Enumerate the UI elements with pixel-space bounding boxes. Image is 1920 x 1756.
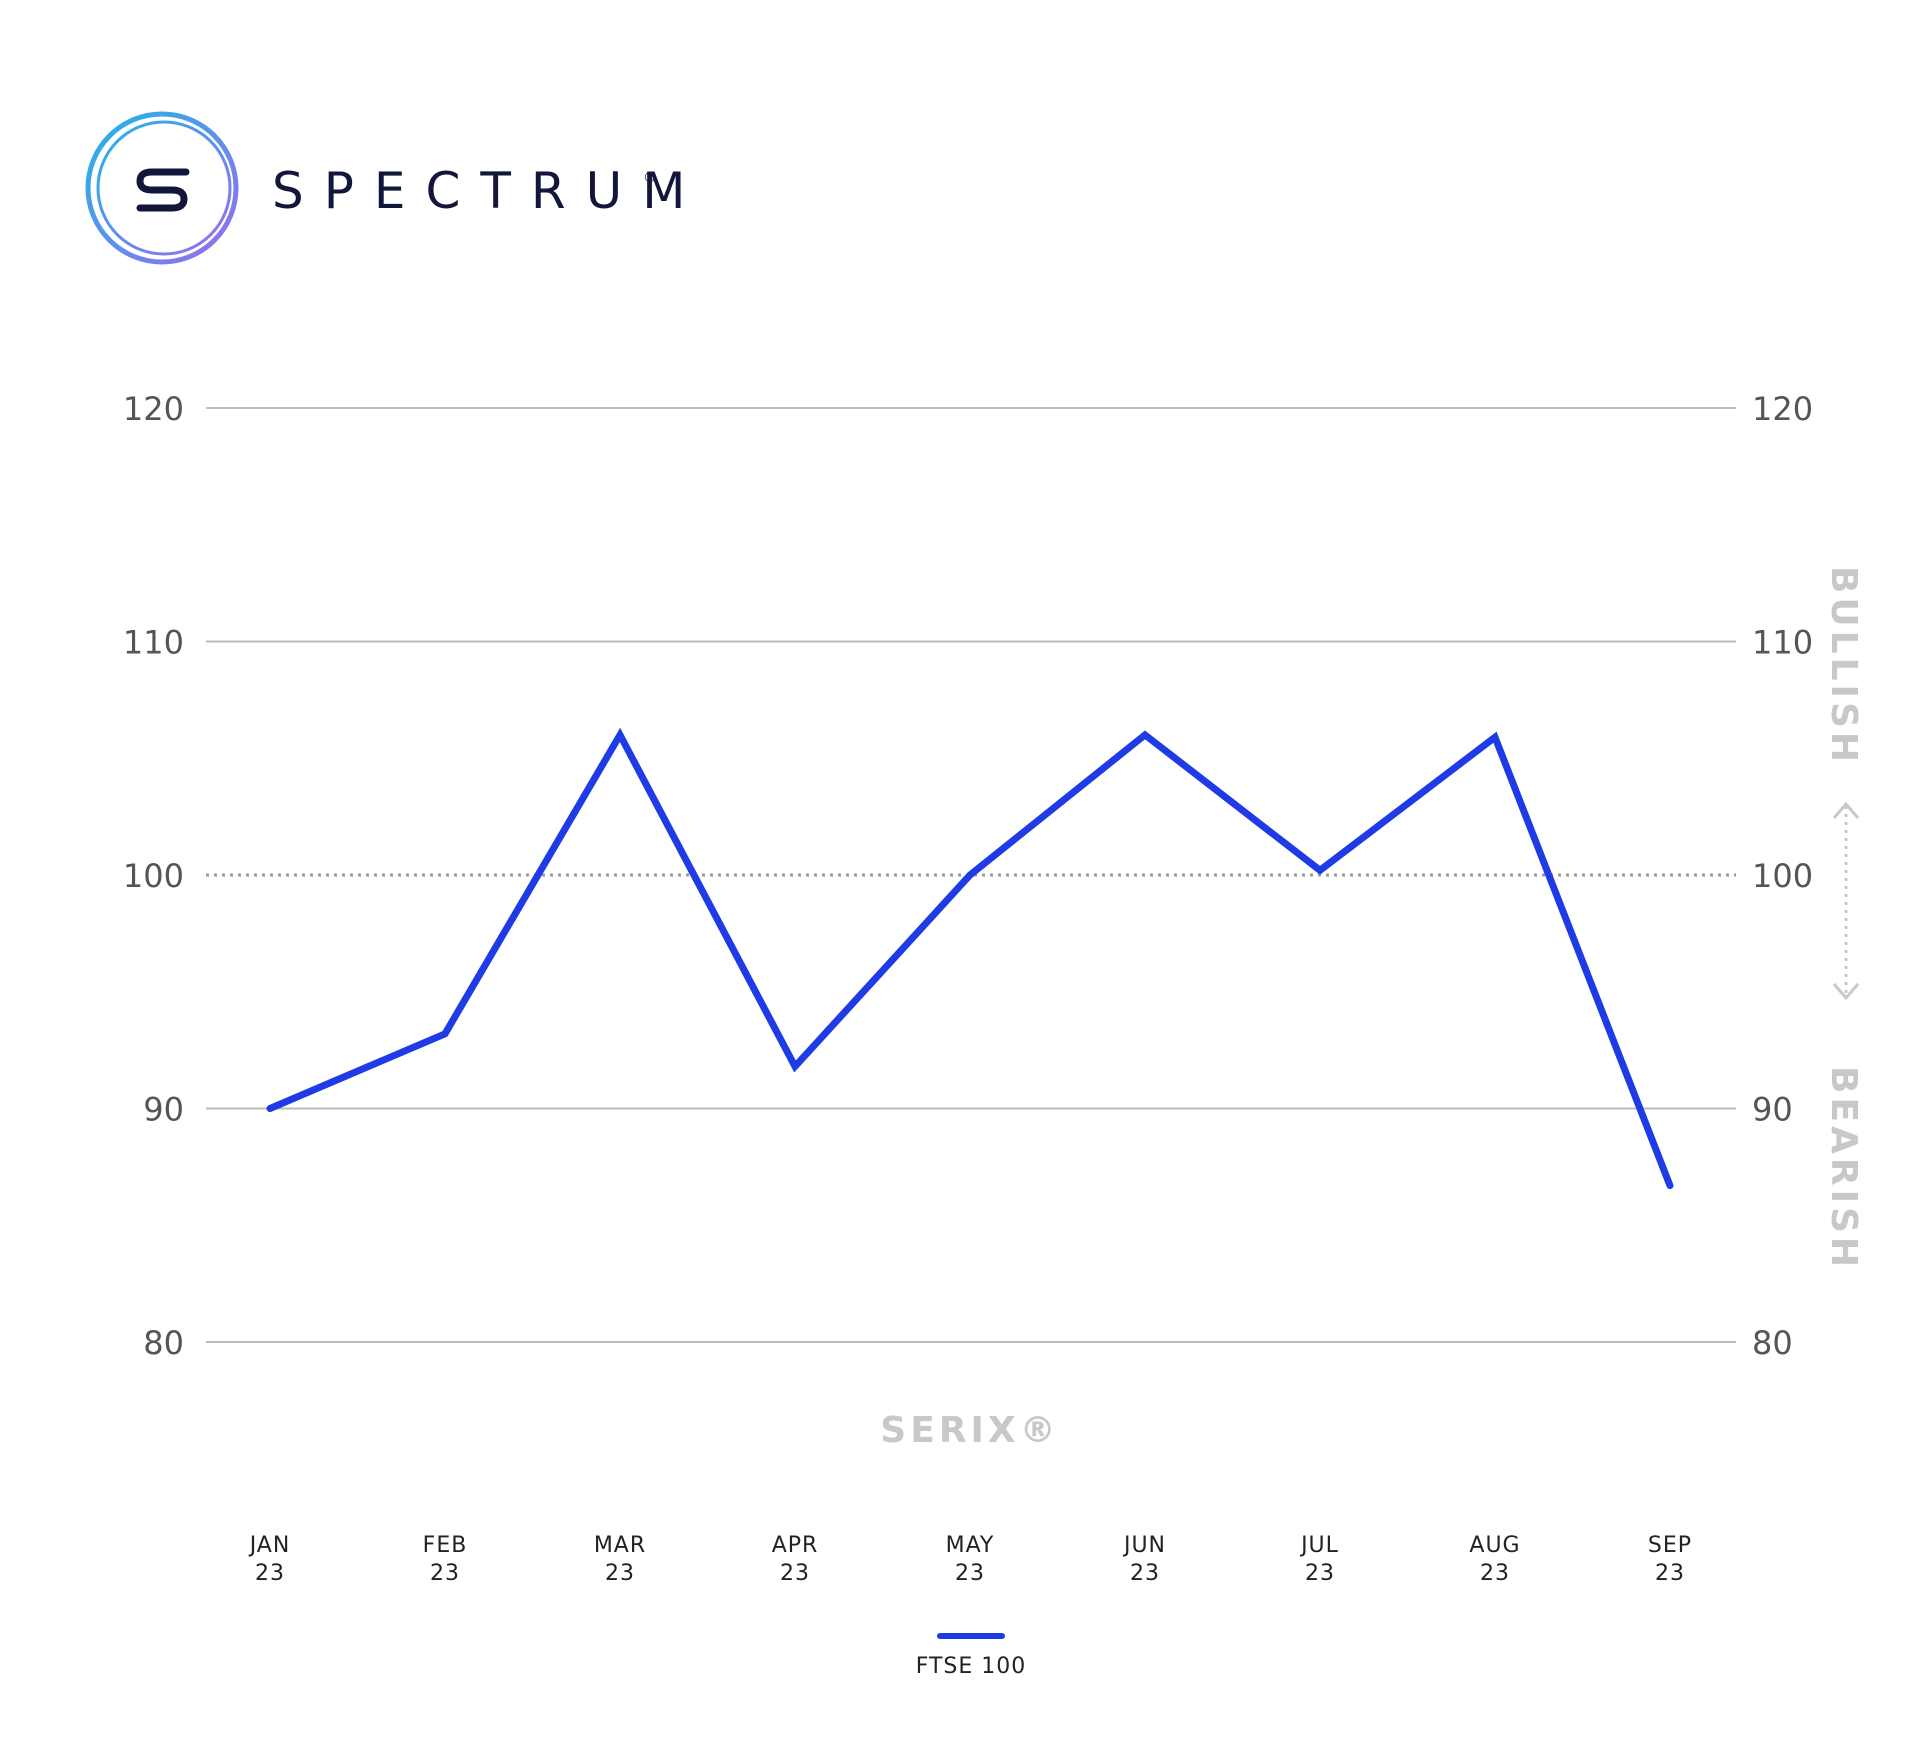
x-tick-year-label: 23 [1655, 1561, 1685, 1586]
x-tick-year-label: 23 [780, 1561, 810, 1586]
series-line-ftse-100 [266, 727, 1674, 1190]
x-tick-year-label: 23 [255, 1561, 285, 1586]
logo-ring-outer [85, 111, 239, 265]
x-tick-year-label: 23 [430, 1561, 460, 1586]
x-tick-month-label: SEP [1648, 1533, 1692, 1558]
y-axis-right: 120 110 100 90 80 [1752, 390, 1813, 1362]
spectrum-logo [85, 111, 239, 265]
sentiment-indicator: BULLISH BEARISH [1823, 566, 1864, 1271]
y-tick-left-label: 120 [123, 390, 184, 428]
y-tick-right-label: 80 [1752, 1324, 1793, 1362]
arrow-up-icon [1832, 801, 1860, 819]
bearish-label: BEARISH [1823, 1066, 1864, 1271]
logo-ring-inner [96, 120, 232, 256]
x-tick-year-label: 23 [1480, 1561, 1510, 1586]
y-tick-right-label: 100 [1752, 857, 1813, 895]
bullish-label: BULLISH [1823, 566, 1864, 766]
brand-registered-mark: ® [643, 170, 657, 186]
x-tick-year-label: 23 [1305, 1561, 1335, 1586]
x-axis: JAN 23 FEB 23 MAR 23 APR 23 MAY 23 JUN 23 JUL 23 AUG 23… [248, 1533, 1692, 1586]
y-tick-right-label: 90 [1752, 1091, 1793, 1129]
y-tick-left-label: 100 [123, 857, 184, 895]
x-tick-month-label: AUG [1469, 1533, 1520, 1558]
x-tick-month-label: JUL [1299, 1533, 1339, 1558]
x-tick-month-label: MAR [594, 1533, 646, 1558]
y-tick-left-label: 80 [143, 1324, 184, 1362]
x-tick-month-label: MAY [946, 1533, 995, 1558]
chart-watermark: SERIX® [880, 1410, 1059, 1451]
series-lines [266, 727, 1674, 1190]
y-axis-left: 120 110 100 90 80 [123, 390, 184, 1362]
x-tick-month-label: JAN [248, 1533, 291, 1558]
brand-name: SPECTRUM [272, 162, 705, 220]
x-tick-year-label: 23 [1130, 1561, 1160, 1586]
arrow-down-icon [1832, 983, 1860, 1001]
x-tick-year-label: 23 [605, 1561, 635, 1586]
x-tick-month-label: APR [772, 1533, 819, 1558]
y-tick-right-label: 120 [1752, 390, 1813, 428]
x-tick-year-label: 23 [955, 1561, 985, 1586]
x-tick-month-label: JUN [1122, 1533, 1166, 1558]
x-tick-month-label: FEB [423, 1533, 468, 1558]
legend-label-ftse-100: FTSE 100 [916, 1654, 1027, 1679]
y-tick-left-label: 110 [123, 624, 184, 662]
logo-s-glyph [136, 168, 190, 212]
y-tick-right-label: 110 [1752, 624, 1813, 662]
legend: FTSE 100 [916, 1633, 1027, 1679]
y-tick-left-label: 90 [143, 1091, 184, 1129]
grid-lines [206, 407, 1736, 1343]
